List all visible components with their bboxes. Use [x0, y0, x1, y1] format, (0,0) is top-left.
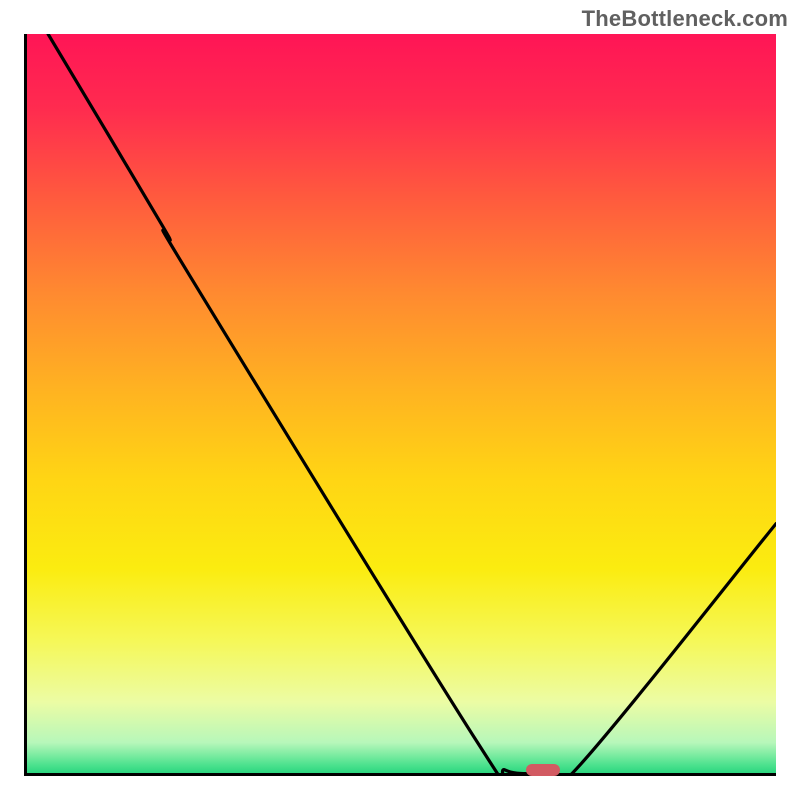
chart-container: TheBottleneck.com [0, 0, 800, 800]
plot-area [24, 34, 776, 776]
optimal-zone-marker [526, 764, 560, 776]
chart-overlay-svg [24, 34, 776, 776]
watermark-text: TheBottleneck.com [582, 6, 788, 32]
bottleneck-curve [48, 34, 776, 776]
